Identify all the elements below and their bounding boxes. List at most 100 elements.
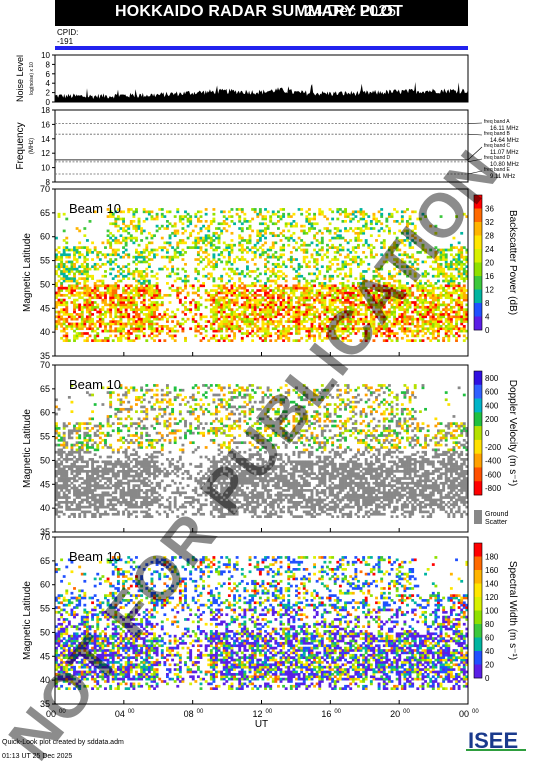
power-cell — [140, 270, 143, 273]
power-cell — [388, 332, 391, 335]
power-cell — [117, 296, 120, 299]
power-cell — [360, 261, 363, 264]
power-cell — [73, 308, 76, 311]
power-cell — [354, 256, 357, 259]
power-cell — [114, 304, 117, 307]
power-cell — [401, 292, 404, 295]
power-cell — [218, 234, 221, 237]
power-cell — [357, 292, 360, 295]
power-cell — [334, 306, 337, 309]
power-cell — [406, 275, 409, 278]
velocity-cell — [73, 508, 76, 511]
velocity-cell — [112, 503, 115, 506]
power-cell — [372, 227, 375, 230]
power-cell — [231, 327, 234, 330]
power-cell — [202, 258, 205, 261]
power-cell — [156, 230, 159, 233]
power-cell — [148, 299, 151, 302]
power-cell — [107, 234, 110, 237]
power-cell — [277, 311, 280, 314]
power-cell — [60, 277, 63, 280]
power-cell — [269, 304, 272, 307]
power-cell — [187, 237, 190, 240]
power-cell — [458, 287, 461, 290]
velocity-cell — [143, 425, 146, 428]
power-cell — [437, 308, 440, 311]
power-cell — [385, 339, 388, 342]
velocity-cell — [65, 499, 68, 502]
power-cell — [228, 289, 231, 292]
velocity-cell — [104, 513, 107, 516]
power-cell — [419, 284, 422, 287]
power-cell — [274, 213, 277, 216]
velocity-cell — [58, 432, 61, 435]
velocity-cell — [60, 456, 63, 459]
power-cell — [212, 301, 215, 304]
power-cell — [380, 325, 383, 328]
power-cell — [138, 296, 141, 299]
power-cell — [256, 313, 259, 316]
power-cell — [174, 256, 177, 259]
power-cell — [91, 308, 94, 311]
power-cell — [176, 208, 179, 211]
power-cell — [238, 218, 241, 221]
velocity-cell — [145, 410, 148, 413]
power-cell — [414, 268, 417, 271]
power-cell — [117, 284, 120, 287]
power-cell — [262, 323, 265, 326]
power-cell — [241, 296, 244, 299]
power-cell — [256, 327, 259, 330]
power-cell — [316, 268, 319, 271]
power-cell — [287, 339, 290, 342]
power-cell — [305, 315, 308, 318]
power-cell — [396, 296, 399, 299]
power-cell — [352, 294, 355, 297]
power-cell — [256, 230, 259, 233]
velocity-cell — [132, 496, 135, 499]
power-cell — [458, 335, 461, 338]
power-cell — [385, 323, 388, 326]
power-cell — [311, 308, 314, 311]
power-colorbar-segment — [474, 303, 482, 317]
velocity-cell — [65, 494, 68, 497]
power-cell — [176, 330, 179, 333]
power-cell — [267, 330, 270, 333]
power-cell — [251, 299, 254, 302]
velocity-cell — [117, 408, 120, 411]
power-cell — [60, 287, 63, 290]
power-cell — [176, 268, 179, 271]
power-cell — [300, 337, 303, 340]
velocity-cell — [145, 484, 148, 487]
power-cell — [122, 218, 125, 221]
velocity-cell — [114, 491, 117, 494]
frequency-band-leader — [468, 147, 482, 160]
power-cell — [409, 273, 412, 276]
velocity-cell — [91, 515, 94, 518]
power-cell — [349, 292, 352, 295]
power-cell — [249, 234, 252, 237]
power-cell — [380, 268, 383, 271]
power-cell — [323, 337, 326, 340]
power-cell — [120, 313, 123, 316]
power-cell — [120, 306, 123, 309]
power-cell — [362, 275, 365, 278]
power-cell — [344, 210, 347, 213]
power-cell — [427, 256, 430, 259]
velocity-cell — [99, 496, 102, 499]
velocity-cell — [101, 432, 104, 435]
power-cell — [184, 270, 187, 273]
power-cell — [292, 315, 295, 318]
power-cell — [424, 313, 427, 316]
power-cell — [132, 289, 135, 292]
power-cell — [114, 275, 117, 278]
power-cell — [107, 239, 110, 242]
power-cell — [120, 301, 123, 304]
power-cell — [378, 294, 381, 297]
power-cell — [153, 313, 156, 316]
power-cell — [300, 208, 303, 211]
power-cell — [210, 323, 213, 326]
power-cell — [422, 249, 425, 252]
velocity-cell — [101, 503, 104, 506]
power-cell — [153, 253, 156, 256]
power-cell — [120, 339, 123, 342]
